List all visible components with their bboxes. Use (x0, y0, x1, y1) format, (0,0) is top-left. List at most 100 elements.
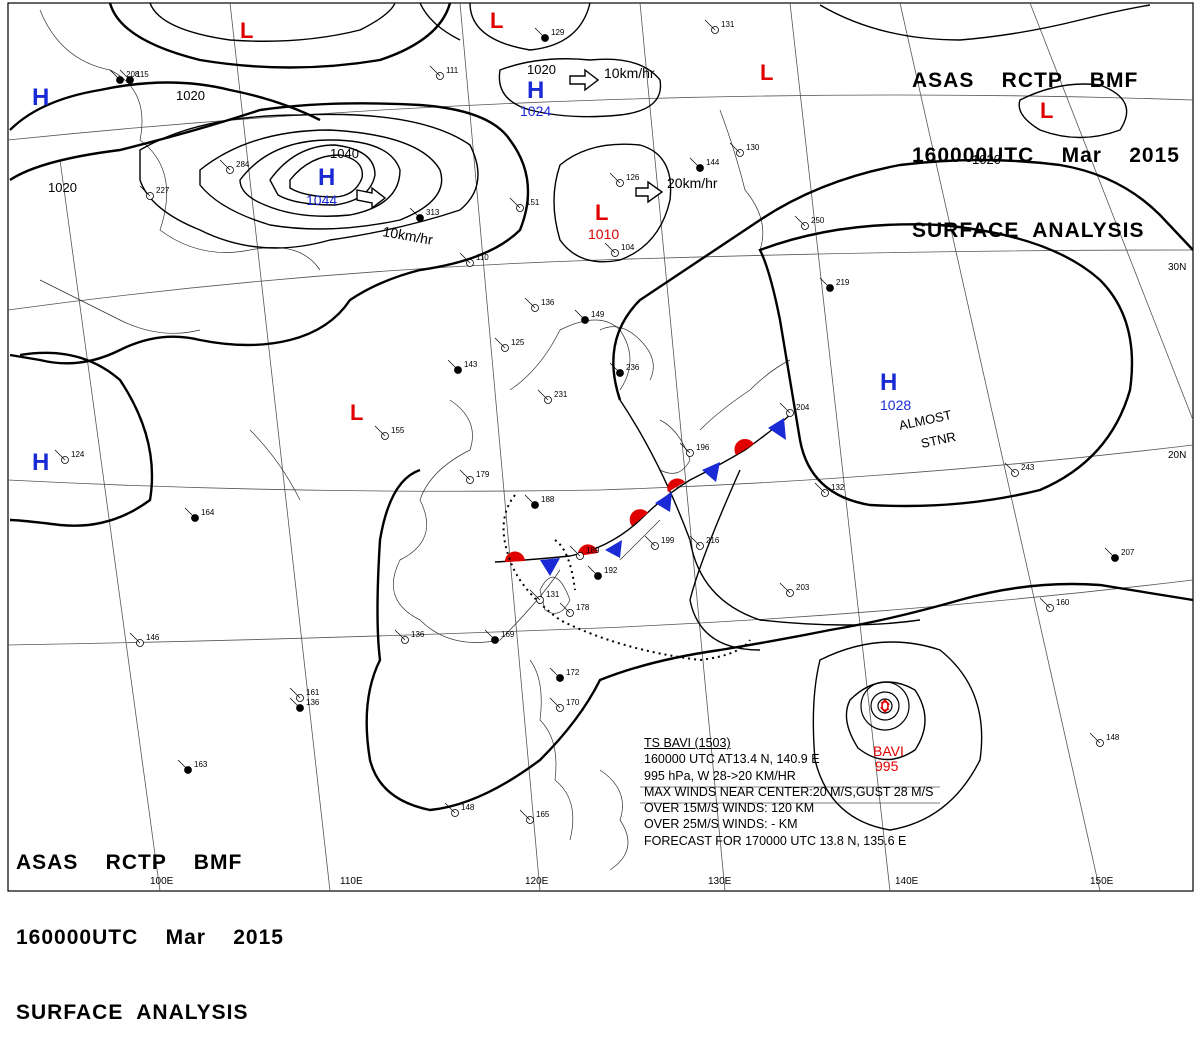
isobar (9, 81, 321, 131)
isobar-value: 1020 (527, 62, 556, 77)
high-center-value: 1028 (880, 397, 911, 413)
station-pressure: 143 (464, 360, 478, 369)
station-pressure: 250 (811, 216, 825, 225)
surface-analysis-map: 100E 110E 120E 130E 140E 150E 30N 20N (7, 2, 1194, 892)
isobar-labels: 1020 1020 1040 1020 1020 (48, 62, 1001, 195)
station-pressure: 178 (576, 603, 590, 612)
movement-speed: 10km/hr (604, 65, 655, 81)
wind-barb (587, 565, 599, 577)
isobar-value: 1020 (972, 152, 1001, 167)
wind-barb (794, 215, 806, 227)
typhoon-info-line: 995 hPa, W 28->20 KM/HR (644, 768, 796, 783)
coastlines (39, 9, 791, 871)
wind-barb (177, 759, 189, 771)
station-pressure: 313 (426, 208, 440, 217)
wind-barb (494, 337, 506, 349)
station-pressure: 131 (546, 590, 560, 599)
isobar (845, 681, 926, 761)
front-cold-mark (540, 558, 560, 576)
station-pressure: 203 (796, 583, 810, 592)
high-center-label: H (32, 449, 49, 476)
header-line-3: SURFACE ANALYSIS (912, 219, 1145, 242)
wind-barb (609, 172, 621, 184)
wind-barb (429, 65, 441, 77)
station-pressure: 148 (1106, 733, 1120, 742)
station-pressure: 243 (1021, 463, 1035, 472)
front-cold-mark (768, 418, 786, 440)
high-center-label: H (32, 84, 49, 111)
isobar (469, 2, 591, 51)
header-line-1: ASAS RCTP BMF (16, 851, 243, 874)
station-pressure: 208 (126, 70, 140, 79)
wind-barb (779, 402, 791, 414)
station-pressure: 163 (194, 760, 208, 769)
isobar (612, 158, 1194, 401)
lat-label: 30N (1168, 262, 1186, 273)
wind-barb (609, 362, 621, 374)
wind-barb (289, 687, 301, 699)
isobar-value: 1040 (330, 146, 359, 161)
wind-barb (559, 602, 571, 614)
wind-barb (549, 697, 561, 709)
high-center-value: 1044 (306, 192, 337, 208)
low-center-label: L (595, 200, 608, 225)
wind-barb (1004, 462, 1016, 474)
wind-barb (484, 629, 496, 641)
lon-label: 110E (340, 876, 363, 887)
isobar (689, 469, 761, 651)
station-pressure: 188 (541, 495, 555, 504)
header-line-2: 160000UTC Mar 2015 (16, 926, 284, 949)
isobar (619, 399, 921, 626)
station-pressure: 216 (706, 536, 720, 545)
station-pressure: 155 (391, 426, 405, 435)
station-pressure: 196 (696, 443, 710, 452)
wind-barb (604, 242, 616, 254)
isobar (289, 154, 364, 198)
station-pressure: 136 (306, 698, 320, 707)
wind-barb (219, 159, 231, 171)
isobar (139, 113, 479, 249)
isobar (149, 2, 396, 42)
isobar (419, 2, 461, 41)
high-center-label: H (880, 369, 897, 396)
wind-barb (524, 494, 536, 506)
lat-label: 20N (1168, 450, 1186, 461)
station-pressure: 149 (591, 310, 605, 319)
station-pressure: 129 (551, 28, 565, 37)
typhoon-info-box: TS BAVI (1503) 160000 UTC AT13.4 N, 140.… (644, 735, 1004, 849)
arrow-icon (635, 180, 664, 204)
station-pressure: 126 (626, 173, 640, 182)
wind-barb (704, 19, 716, 31)
typhoon-info-line: 160000 UTC AT13.4 N, 140.9 E (644, 752, 820, 767)
isobar (9, 351, 154, 527)
high-center-label: H (527, 77, 544, 104)
station-pressure: 130 (746, 143, 760, 152)
typhoon-info-line: FORECAST FOR 170000 UTC 13.8 N, 135.6 E (644, 833, 907, 848)
station-pressure: 219 (836, 278, 850, 287)
station-plots: 129 131 111 208 284 227 313 151 126 144 130 104 149 1… (54, 19, 1135, 824)
station-pressure: 151 (526, 198, 540, 207)
lon-label: 140E (895, 876, 919, 887)
lon-label: 130E (708, 876, 732, 887)
station-pressure: 236 (626, 363, 640, 372)
station-pressure: 161 (306, 688, 320, 697)
low-center-label: L (1040, 98, 1053, 123)
wind-barb (289, 697, 301, 709)
typhoon-info-line: MAX WINDS NEAR CENTER:20 M/S,GUST 28 M/S (644, 784, 934, 799)
graticule-labels: 100E 110E 120E 130E 140E 150E 30N 20N (150, 262, 1186, 887)
wind-barb (729, 142, 741, 154)
isobar (812, 641, 983, 831)
typhoon-isobar (870, 691, 900, 721)
lon-label: 150E (1090, 876, 1114, 887)
typhoon-info-line: TS BAVI (1503) (644, 736, 731, 750)
station-pressure: 132 (831, 483, 845, 492)
header-line-2: 160000UTC Mar 2015 (912, 144, 1180, 167)
station-pressure: 231 (554, 390, 568, 399)
low-center-label: L (240, 18, 253, 43)
isobar-value: 1020 (48, 180, 77, 195)
wind-barb (569, 545, 581, 557)
high-center-value: 1024 (520, 103, 551, 119)
isobar (108, 2, 452, 69)
wind-barb (689, 535, 701, 547)
header-line-3: SURFACE ANALYSIS (16, 1001, 249, 1024)
